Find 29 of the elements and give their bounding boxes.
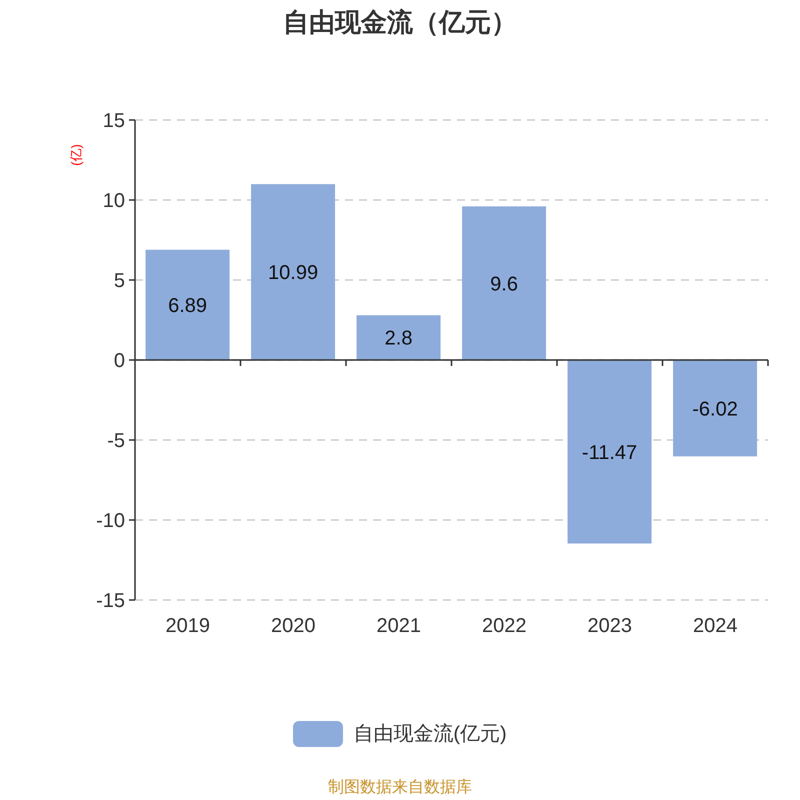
legend-label: 自由现金流(亿元) (353, 722, 507, 747)
x-tick-label: 2020 (271, 615, 316, 638)
y-axis-title: (亿) (68, 144, 84, 166)
data-label: -6.02 (692, 398, 738, 420)
y-tick-label: 0 (114, 350, 125, 372)
bar (356, 315, 441, 360)
y-tick-label: -5 (107, 430, 125, 452)
y-tick-label: -10 (96, 510, 125, 532)
x-tick-label: 2019 (166, 615, 210, 638)
y-tick-label: 10 (102, 190, 125, 212)
y-tick-label: -15 (96, 590, 125, 612)
x-tick-label: 2021 (376, 615, 421, 638)
data-label: 2.8 (384, 328, 412, 350)
bar (673, 360, 758, 456)
data-label: 9.6 (490, 273, 518, 296)
data-label: 6.89 (168, 294, 208, 317)
y-tick-label: 5 (114, 270, 125, 292)
bar (251, 184, 336, 360)
chart-title: 自由现金流（亿元） (282, 6, 518, 39)
bar (462, 206, 546, 360)
bar (146, 250, 230, 360)
data-label: -11.47 (582, 442, 638, 464)
x-tick-label: 2023 (588, 615, 632, 638)
y-tick-label: 15 (102, 110, 125, 132)
x-tick-label: 2022 (482, 615, 526, 638)
x-tick-label: 2024 (693, 615, 738, 638)
text: 制图数据来自数据库 (327, 778, 473, 798)
bar (568, 360, 652, 544)
data-label: 10.99 (268, 262, 318, 284)
